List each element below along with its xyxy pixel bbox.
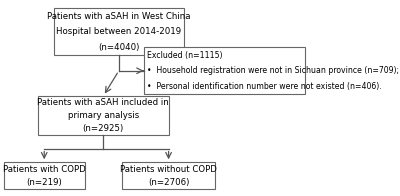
FancyBboxPatch shape [4,162,85,190]
FancyBboxPatch shape [54,8,184,55]
Text: (n=2706): (n=2706) [148,178,189,187]
Text: •  Household registration were not in Sichuan province (n=709);: • Household registration were not in Sic… [147,66,399,75]
Text: Hospital between 2014-2019: Hospital between 2014-2019 [56,27,182,36]
Text: (n=4040): (n=4040) [98,43,140,52]
Text: Patients without COPD: Patients without COPD [120,164,217,173]
Text: (n=2925): (n=2925) [83,124,124,133]
Text: Patients with aSAH included in: Patients with aSAH included in [38,98,169,107]
Text: Patients with COPD: Patients with COPD [3,164,86,173]
Text: •  Personal identification number were not existed (n=406).: • Personal identification number were no… [147,82,382,91]
Text: Excluded (n=1115): Excluded (n=1115) [147,51,222,60]
FancyBboxPatch shape [122,162,215,190]
FancyBboxPatch shape [38,96,168,135]
Text: Patients with aSAH in West China: Patients with aSAH in West China [47,12,190,21]
Text: (n=219): (n=219) [26,178,62,187]
Text: primary analysis: primary analysis [68,111,139,120]
FancyBboxPatch shape [144,47,305,94]
